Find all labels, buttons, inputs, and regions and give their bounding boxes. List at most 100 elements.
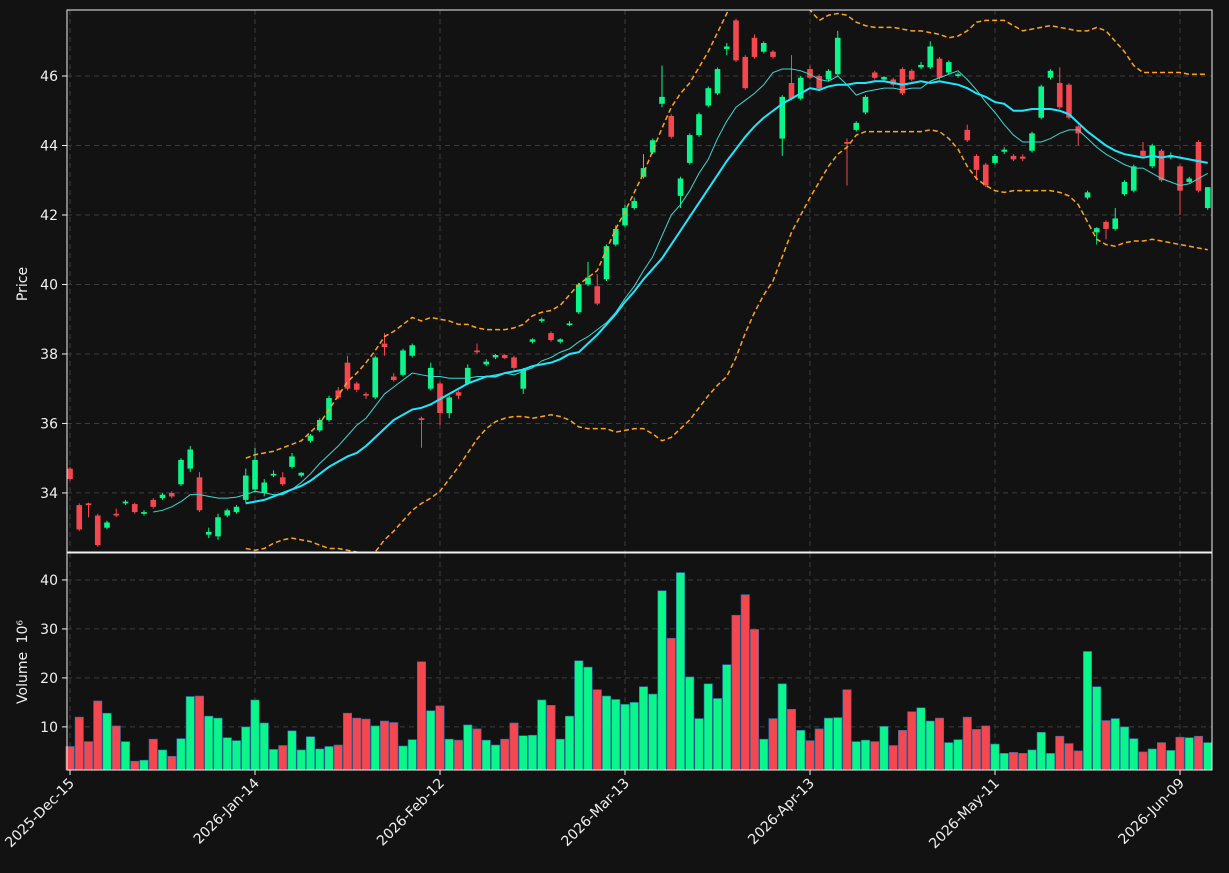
candle-body: [94, 515, 101, 546]
volume-bar: [139, 759, 149, 771]
moving-average-line: [153, 68, 1208, 513]
candle-body: [566, 323, 573, 326]
volume-bar: [1055, 735, 1065, 771]
volume-bar: [564, 715, 574, 771]
volume-bar: [999, 753, 1009, 771]
volume-bar: [675, 572, 685, 771]
volume-bar: [1129, 738, 1139, 771]
volume-bar: [416, 661, 426, 771]
candle-body: [908, 70, 915, 80]
candle-body: [992, 155, 998, 163]
y-tick-label: 40: [40, 277, 58, 293]
volume-bar: [759, 738, 769, 771]
volume-bar: [657, 590, 667, 771]
volume-bar: [1018, 753, 1028, 771]
moving-average-line: [245, 80, 1208, 505]
candle-body: [631, 201, 638, 209]
candle-body: [927, 46, 934, 68]
candle-body: [150, 499, 157, 507]
volume-bar: [324, 746, 334, 771]
volume-bar: [1175, 736, 1185, 771]
candle-body: [464, 367, 471, 384]
candle-body: [76, 505, 83, 530]
volume-bar: [1073, 750, 1083, 771]
volume-bar: [167, 755, 177, 771]
volume-bar: [990, 743, 1000, 771]
volume-bar: [944, 742, 954, 771]
candle-body: [511, 357, 517, 368]
candle-body: [807, 69, 813, 78]
candle-body: [1158, 150, 1165, 181]
volume-bar: [805, 740, 815, 771]
volume-bar: [463, 724, 473, 771]
volume-bar: [814, 728, 824, 771]
volume-bar: [934, 717, 944, 771]
candle-body: [501, 355, 508, 359]
volume-bar: [879, 726, 889, 771]
volume-bar: [768, 718, 778, 771]
volume-bar: [722, 664, 732, 771]
candle-body: [1130, 166, 1137, 191]
volume-bar: [1036, 731, 1046, 771]
candle-body: [67, 468, 73, 480]
candle-body: [1093, 228, 1100, 233]
volume-bar: [1157, 742, 1167, 771]
candle-body: [816, 76, 823, 89]
candle-body: [1186, 178, 1193, 182]
candle-body: [1121, 181, 1128, 195]
volume-bar: [833, 717, 843, 771]
volume-bar: [629, 702, 639, 771]
volume-exponent: 10⁶: [15, 620, 31, 644]
candle-body: [696, 114, 702, 136]
candle-body: [1204, 187, 1211, 209]
y-tick-label: 46: [40, 69, 58, 85]
candle-body: [316, 419, 323, 431]
volume-bar: [527, 734, 537, 771]
volume-bar: [342, 712, 352, 771]
volume-bar: [250, 699, 260, 771]
volume-bar: [703, 683, 713, 771]
volume-bar: [453, 739, 463, 771]
candle-body: [1001, 149, 1008, 152]
volume-bar: [333, 744, 343, 771]
candle-body: [363, 393, 369, 396]
volume-bar: [315, 748, 325, 771]
candle-body: [381, 343, 388, 348]
candle-body: [224, 510, 231, 516]
volume-bar: [962, 716, 972, 771]
volume-bar: [305, 736, 315, 771]
volume-bar: [638, 686, 648, 771]
candle-body: [1084, 192, 1091, 198]
candle-body: [215, 517, 221, 537]
price-frame: [66, 9, 1213, 553]
y-tick-label: 44: [40, 139, 58, 155]
candle-body: [252, 459, 258, 490]
candle-body: [289, 456, 295, 467]
volume-bar: [712, 698, 722, 771]
candle-body: [1140, 150, 1146, 156]
volume-bar: [278, 745, 288, 771]
candle-body: [899, 69, 906, 94]
volume-bar: [93, 700, 103, 771]
candle-body: [797, 77, 804, 99]
candle-body: [871, 72, 878, 78]
candle-body: [529, 339, 536, 342]
volume-bar: [518, 735, 528, 771]
volume-bar: [472, 728, 482, 771]
volume-bar: [648, 693, 658, 771]
candle-body: [335, 390, 342, 398]
candle-body: [853, 122, 860, 130]
candle-body: [168, 492, 175, 497]
candle-body: [585, 277, 591, 285]
volume-bar: [666, 637, 676, 771]
volume-bar: [102, 712, 112, 771]
candle-body: [733, 20, 739, 61]
volume-bar: [777, 683, 787, 771]
candle-body: [1038, 86, 1045, 118]
volume-bar: [361, 718, 371, 771]
volume-bar: [740, 594, 750, 771]
volume-bar: [481, 739, 491, 771]
volume-bar: [870, 741, 880, 771]
